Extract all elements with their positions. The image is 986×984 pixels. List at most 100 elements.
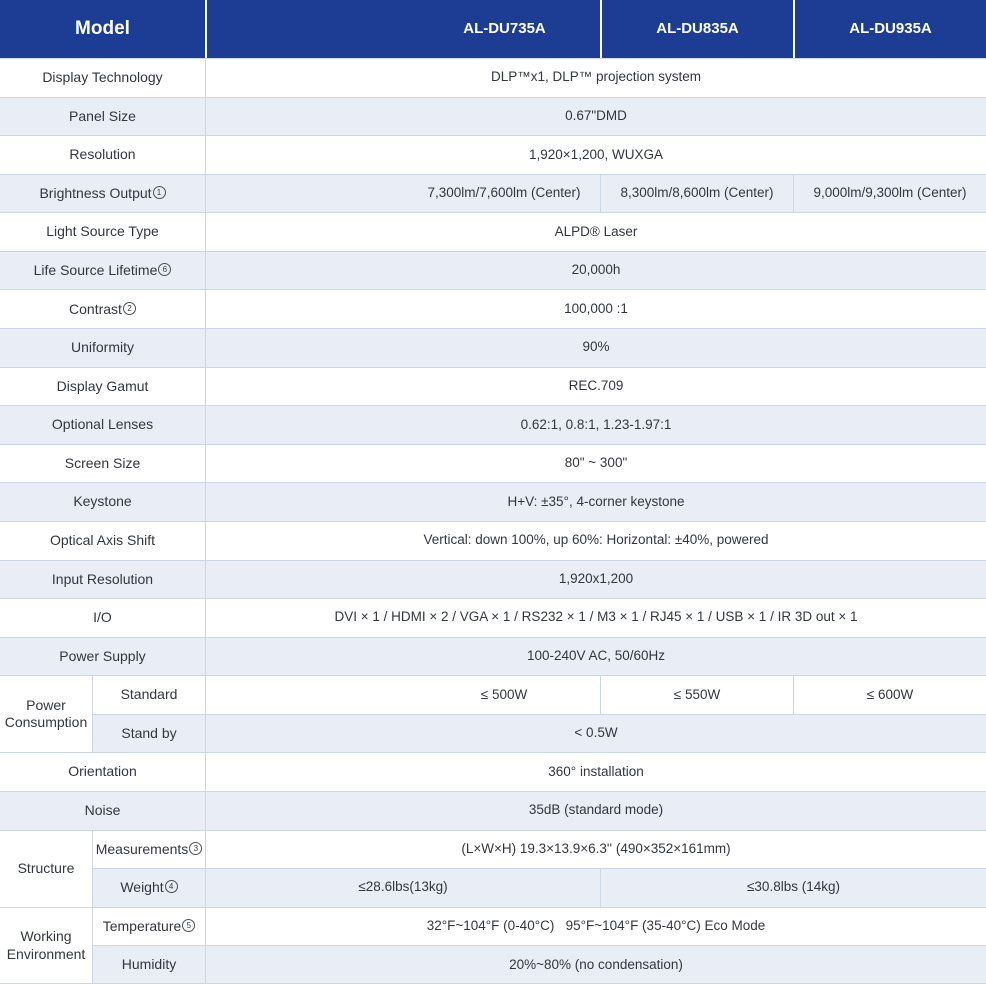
spec-row-power-standard: Standard ≤ 500W ≤ 550W ≤ 600W — [92, 675, 986, 714]
spec-value: 80" ~ 300" — [205, 443, 986, 483]
spec-value-du935a: 9,000lm/9,300lm (Center) — [793, 173, 986, 213]
spec-value-du835a: ≤ 550W — [600, 675, 793, 714]
spec-label: Optical Axis Shift — [0, 520, 205, 560]
spec-value: 360° installation — [205, 752, 986, 791]
sub-label: Standard — [92, 675, 205, 714]
spec-value: (L×W×H) 19.3×13.9×6.3'' (490×352×161mm) — [205, 829, 986, 869]
spec-label: Life Source Lifetime 6 — [0, 250, 205, 290]
spec-label: Power Supply — [0, 636, 205, 676]
spec-value: DLP™x1, DLP™ projection system — [205, 58, 986, 97]
group-label: Working Environment — [0, 906, 92, 983]
model-name: AL-DU735A — [463, 19, 546, 37]
spec-row-display-gamut: Display Gamut REC.709 — [0, 366, 986, 406]
header-model-label: Model — [75, 18, 130, 40]
spec-label: I/O — [0, 598, 205, 637]
spec-value: 32°F~104°F (0-40°C) 95°F~104°F (35-40°C)… — [205, 906, 986, 946]
spec-row-weight: Weight 4 ≤28.6lbs(13kg) ≤30.8lbs (14kg) — [92, 868, 986, 907]
spec-row-resolution: Resolution 1,920×1,200, WUXGA — [0, 135, 986, 174]
spec-row-io: I/O DVI × 1 / HDMI × 2 / VGA × 1 / RS232… — [0, 598, 986, 637]
spec-label: Display Technology — [0, 58, 205, 97]
spec-value: 1,920×1,200, WUXGA — [205, 135, 986, 174]
spec-row-display-technology: Display Technology DLP™x1, DLP™ projecti… — [0, 58, 986, 97]
spec-value: DVI × 1 / HDMI × 2 / VGA × 1 / RS232 × 1… — [205, 598, 986, 637]
spec-label: Light Source Type — [0, 212, 205, 251]
spec-row-power-standby: Stand by < 0.5W — [92, 713, 986, 753]
sub-label: Weight 4 — [92, 868, 205, 907]
sub-label-text: Weight — [120, 879, 164, 896]
spec-row-life-source-lifetime: Life Source Lifetime 6 20,000h — [0, 250, 986, 290]
spec-value-du735a: ≤ 500W — [205, 675, 600, 714]
spec-label-text: Life Source Lifetime — [33, 261, 158, 278]
spec-value-du735a: ≤28.6lbs(13kg) — [205, 868, 600, 907]
spec-row-keystone: Keystone H+V: ±35°, 4-corner keystone — [0, 482, 986, 521]
spec-label-text: Brightness Output — [39, 184, 152, 201]
spec-value: < 0.5W — [205, 713, 986, 753]
header-col-al-du735a: AL-DU735A — [205, 0, 600, 58]
footnote-marker: 4 — [164, 880, 178, 894]
spec-row-screen-size: Screen Size 80" ~ 300" — [0, 443, 986, 483]
group-label: Power Consumption — [0, 675, 92, 753]
spec-label: Screen Size — [0, 443, 205, 483]
spec-value: 35dB (standard mode) — [205, 790, 986, 830]
spec-row-uniformity: Uniformity 90% — [0, 328, 986, 367]
spec-label: Resolution — [0, 135, 205, 174]
spec-value: ALPD® Laser — [205, 212, 986, 251]
sub-label-text: Temperature — [102, 917, 182, 934]
spec-value-du835a: 8,300lm/8,600lm (Center) — [600, 173, 793, 213]
table-header-row: Model AL-DU735A AL-DU835A AL-DU935A — [0, 0, 986, 58]
spec-value: 20,000h — [205, 250, 986, 290]
footnote-marker: 5 — [182, 919, 196, 932]
spec-label: Keystone — [0, 482, 205, 521]
spec-value: 0.62:1, 0.8:1, 1.23-1.97:1 — [205, 405, 986, 444]
footnote-marker: 3 — [189, 841, 203, 855]
spec-value-du935a: ≤ 600W — [793, 675, 986, 714]
spec-value: REC.709 — [205, 366, 986, 406]
spec-label: Panel Size — [0, 96, 205, 136]
header-model-cell: Model — [0, 0, 205, 58]
model-name: AL-DU935A — [849, 19, 932, 37]
spec-value: H+V: ±35°, 4-corner keystone — [205, 482, 986, 521]
spec-row-optical-axis-shift: Optical Axis Shift Vertical: down 100%, … — [0, 520, 986, 560]
spec-label: Uniformity — [0, 328, 205, 367]
spec-row-light-source-type: Light Source Type ALPD® Laser — [0, 212, 986, 251]
sub-label: Temperature 5 — [92, 906, 205, 946]
spec-label-text: Contrast — [69, 300, 122, 317]
spec-row-orientation: Orientation 360° installation — [0, 752, 986, 791]
spec-row-noise: Noise 35dB (standard mode) — [0, 790, 986, 830]
spec-value: 0.67"DMD — [205, 96, 986, 136]
spec-label: Optional Lenses — [0, 405, 205, 444]
working-environment-group: Working Environment Temperature 5 32°F~10… — [0, 906, 986, 983]
spec-row-panel-size: Panel Size 0.67"DMD — [0, 96, 986, 136]
footnote-marker: 2 — [122, 301, 136, 315]
sub-label: Stand by — [92, 713, 205, 753]
spec-row-temperature: Temperature 5 32°F~104°F (0-40°C) 95°F~10… — [92, 906, 986, 946]
spec-value: 90% — [205, 328, 986, 367]
sub-label: Measurements 3 — [92, 829, 205, 869]
spec-label: Display Gamut — [0, 366, 205, 406]
spec-value: 100,000 :1 — [205, 289, 986, 329]
spec-row-optional-lenses: Optional Lenses 0.62:1, 0.8:1, 1.23-1.97… — [0, 405, 986, 444]
footnote-marker: 6 — [158, 263, 172, 277]
spec-value-du835a-du935a: ≤30.8lbs (14kg) — [600, 868, 986, 907]
spec-label: Orientation — [0, 752, 205, 791]
spec-label: Input Resolution — [0, 559, 205, 599]
header-col-al-du835a: AL-DU835A — [600, 0, 793, 58]
spec-row-measurements: Measurements 3 (L×W×H) 19.3×13.9×6.3'' (4… — [92, 829, 986, 869]
sub-label: Humidity — [92, 945, 205, 983]
spec-row-power-supply: Power Supply 100-240V AC, 50/60Hz — [0, 636, 986, 676]
sub-label-text: Measurements — [95, 840, 189, 857]
model-name: AL-DU835A — [656, 19, 739, 37]
spec-value: Vertical: down 100%, up 60%: Horizontal:… — [205, 520, 986, 560]
spec-value: 1,920x1,200 — [205, 559, 986, 599]
spec-label: Contrast 2 — [0, 289, 205, 328]
spec-value: 100-240V AC, 50/60Hz — [205, 636, 986, 676]
group-label: Structure — [0, 829, 92, 907]
spec-value: 20%~80% (no condensation) — [205, 945, 986, 983]
spec-row-input-resolution: Input Resolution 1,920x1,200 — [0, 559, 986, 599]
structure-group: Structure Measurements 3 (L×W×H) 19.3×13.… — [0, 829, 986, 907]
header-col-al-du935a: AL-DU935A — [793, 0, 986, 58]
footnote-marker: 1 — [152, 186, 166, 200]
spec-value-du735a: 7,300lm/7,600lm (Center) — [205, 173, 600, 213]
spec-row-brightness-output: Brightness Output 1 7,300lm/7,600lm (Cent… — [0, 173, 986, 213]
